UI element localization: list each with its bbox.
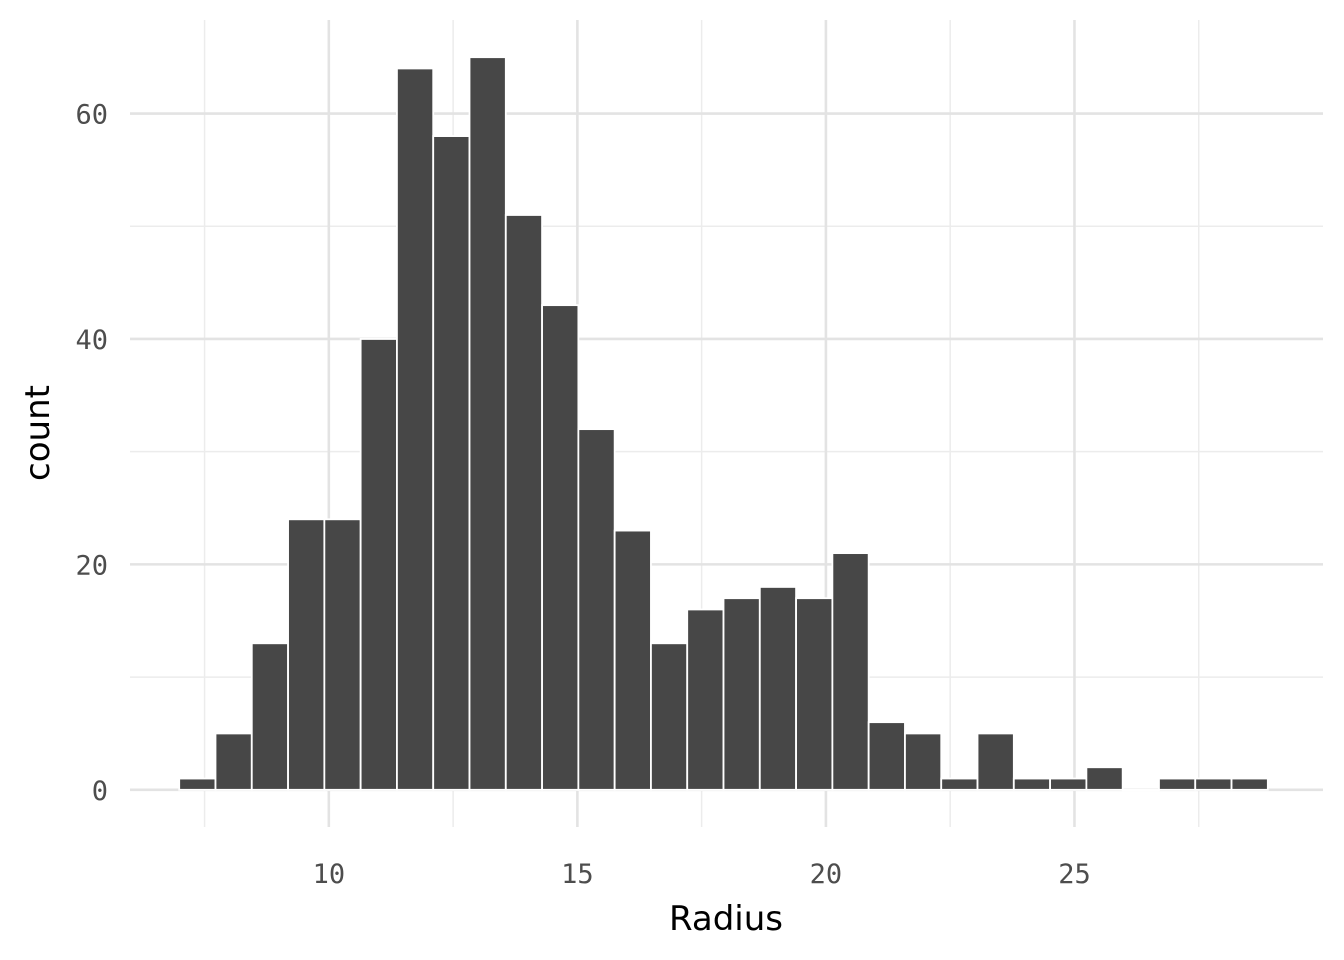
histogram-bar xyxy=(940,777,979,791)
histogram-bar xyxy=(650,642,689,791)
histogram-bar xyxy=(468,56,507,791)
histogram-bar xyxy=(541,304,580,791)
y-tick-label: 60 xyxy=(75,100,108,131)
y-tick-label: 20 xyxy=(75,550,108,581)
histogram-bar xyxy=(758,586,797,791)
histogram-bar xyxy=(396,67,435,791)
x-tick-label: 25 xyxy=(1058,859,1091,890)
histogram-bar xyxy=(577,428,616,791)
histogram-bar xyxy=(613,529,652,791)
histogram-bar xyxy=(904,732,943,791)
histogram-bar xyxy=(686,608,725,791)
histogram-bar xyxy=(432,135,471,791)
histogram-bar xyxy=(178,777,217,791)
y-axis-tick-labels: 0 20 40 60 xyxy=(75,100,108,807)
x-tick-label: 10 xyxy=(313,859,346,890)
histogram-bar xyxy=(976,732,1015,791)
histogram-bar xyxy=(831,552,870,791)
histogram-bar xyxy=(214,732,253,791)
y-axis-title: count xyxy=(18,385,58,481)
histogram-bar xyxy=(1049,777,1088,791)
histogram-bar xyxy=(1158,777,1197,791)
x-axis-title: Radius xyxy=(669,899,783,939)
x-axis-tick-labels: 10 15 20 25 xyxy=(313,859,1091,890)
histogram-bar xyxy=(1121,788,1160,792)
histogram-bars xyxy=(178,56,1269,792)
histogram-bar xyxy=(323,518,362,791)
histogram-bar xyxy=(1194,777,1233,791)
histogram-bar xyxy=(504,214,543,791)
y-tick-label: 0 xyxy=(92,776,108,807)
y-tick-label: 40 xyxy=(75,325,108,356)
histogram-bar xyxy=(1230,777,1269,791)
x-tick-label: 20 xyxy=(810,859,843,890)
histogram-bar xyxy=(359,338,398,791)
histogram-bar xyxy=(1012,777,1052,791)
histogram-bar xyxy=(867,721,906,791)
histogram-bar xyxy=(795,597,834,791)
histogram-bar xyxy=(1085,766,1124,791)
histogram-bar xyxy=(722,597,761,791)
histogram-bar xyxy=(250,642,289,791)
histogram-bar xyxy=(287,518,326,791)
x-tick-label: 15 xyxy=(561,859,594,890)
